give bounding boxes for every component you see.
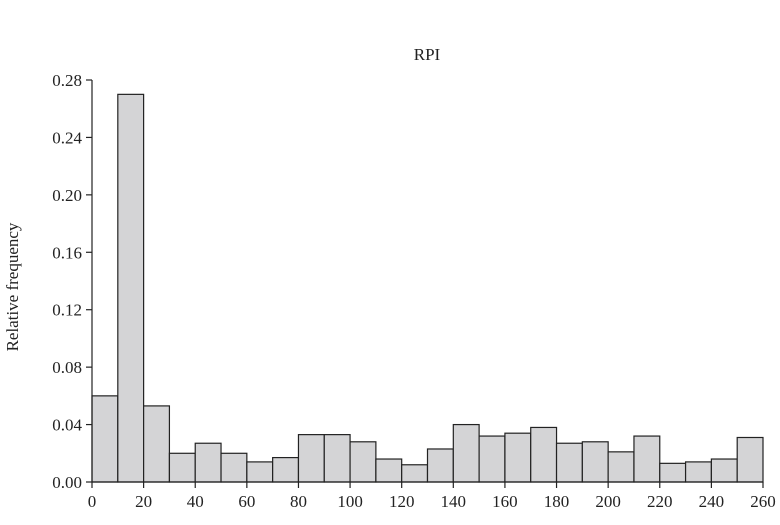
chart-title: RPI bbox=[414, 45, 441, 64]
histogram-bar bbox=[323, 434, 351, 483]
y-axis-title: Relative frequency bbox=[3, 222, 22, 351]
y-tick-label: 0.08 bbox=[52, 358, 82, 377]
x-tick-label: 60 bbox=[238, 492, 255, 511]
x-tick-label: 120 bbox=[389, 492, 415, 511]
axes-group: 0.00 0.04 0.08 0.12 0.16 0.20 0.24 0.28 0 20 40 60 8… bbox=[52, 71, 776, 511]
y-tick-label: 0.20 bbox=[52, 186, 82, 205]
histogram-bar bbox=[272, 456, 300, 483]
x-tick-label: 180 bbox=[544, 492, 570, 511]
histogram-bar bbox=[736, 436, 764, 483]
histogram-bar bbox=[710, 458, 738, 483]
x-tick-label: 20 bbox=[135, 492, 152, 511]
histogram-bar bbox=[581, 441, 609, 483]
histogram-bar bbox=[478, 435, 506, 483]
y-tick-label: 0.24 bbox=[52, 128, 82, 147]
bars-group bbox=[91, 93, 764, 483]
x-tick-label: 240 bbox=[699, 492, 725, 511]
histogram-bar bbox=[143, 405, 171, 483]
histogram-bar bbox=[659, 462, 687, 483]
x-tick-label: 0 bbox=[88, 492, 97, 511]
x-tick-label: 80 bbox=[290, 492, 307, 511]
y-tick-label: 0.16 bbox=[52, 243, 82, 262]
histogram-bar bbox=[452, 423, 480, 483]
histogram-bar bbox=[220, 452, 248, 483]
histogram-bar bbox=[504, 432, 532, 483]
histogram-bar bbox=[349, 441, 377, 483]
histogram-bar bbox=[117, 93, 145, 483]
histogram-bar bbox=[555, 442, 583, 483]
histogram-bar bbox=[194, 442, 222, 483]
histogram-bar bbox=[684, 461, 712, 483]
histogram-bar bbox=[607, 451, 635, 483]
histogram-bar bbox=[91, 395, 119, 483]
x-tick-label: 40 bbox=[187, 492, 204, 511]
y-tick-label: 0.12 bbox=[52, 301, 82, 320]
histogram-bar bbox=[633, 435, 661, 483]
histogram-bar bbox=[375, 458, 403, 483]
x-tick-label: 140 bbox=[441, 492, 467, 511]
x-tick-label: 160 bbox=[492, 492, 518, 511]
y-tick-label: 0.28 bbox=[52, 71, 82, 90]
histogram-bar bbox=[401, 464, 429, 483]
x-tick-label: 220 bbox=[647, 492, 673, 511]
histogram-bar bbox=[246, 461, 274, 483]
y-tick-label: 0.04 bbox=[52, 416, 82, 435]
histogram-bar bbox=[426, 448, 454, 483]
histogram-bar bbox=[530, 426, 558, 483]
x-tick-label: 100 bbox=[337, 492, 363, 511]
histogram-bar bbox=[168, 452, 196, 483]
x-tick-label: 260 bbox=[750, 492, 776, 511]
y-tick-label: 0.00 bbox=[52, 473, 82, 492]
histogram-bar bbox=[297, 434, 325, 483]
x-tick-label: 200 bbox=[595, 492, 621, 511]
